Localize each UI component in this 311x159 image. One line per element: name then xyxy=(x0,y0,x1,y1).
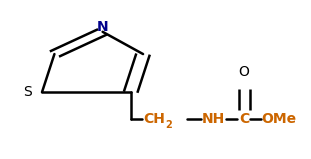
Text: S: S xyxy=(24,85,32,99)
Text: O: O xyxy=(239,65,249,79)
Text: NH: NH xyxy=(202,112,225,126)
Text: 2: 2 xyxy=(165,120,172,130)
Text: N: N xyxy=(97,20,109,34)
Text: C: C xyxy=(239,112,249,126)
Text: OMe: OMe xyxy=(261,112,296,126)
Text: CH: CH xyxy=(143,112,165,126)
